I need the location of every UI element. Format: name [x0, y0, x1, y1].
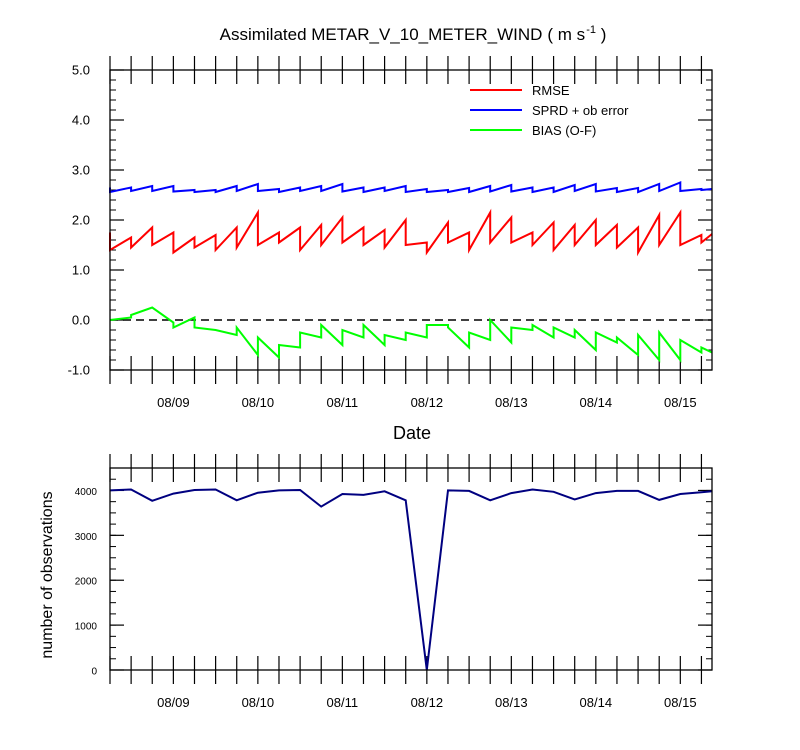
- legend-label: RMSE: [532, 83, 570, 98]
- bottom-y-tick-label: 4000: [75, 487, 98, 498]
- top-y-tick-label: 2.0: [72, 213, 90, 228]
- top-x-tick-label: 08/11: [327, 395, 359, 410]
- chart-bottom: 0 1000 2000 3000 4000 08/09 08/10 08/11 08/12 08…: [39, 454, 713, 710]
- chart-title-main: Assimilated METAR_V_10_METER_WIND: [220, 25, 543, 44]
- bottom-y-tick-label: 3000: [75, 532, 98, 543]
- top-y-tick-label: 5.0: [72, 63, 90, 78]
- top-x-tick-label: 08/13: [495, 395, 528, 410]
- top-x-tick-label: 08/15: [664, 395, 697, 410]
- chart-title: Assimilated METAR_V_10_METER_WIND( m s-1…: [220, 24, 607, 44]
- bottom-x-tick-label: 08/15: [664, 695, 697, 710]
- legend-label: SPRD + ob error: [532, 103, 629, 118]
- top-plot-frame: [109, 69, 713, 371]
- top-y-tick-label: 3.0: [72, 163, 90, 178]
- bottom-x-tick-label: 08/12: [411, 695, 444, 710]
- chart-title-units: ( m s: [547, 25, 585, 44]
- top-y-tick-label: 4.0: [72, 113, 90, 128]
- legend: RMSE SPRD + ob error BIAS (O-F): [470, 83, 629, 138]
- top-y-tick-label: -1.0: [68, 363, 90, 378]
- series-line-observation-count: [109, 488, 713, 671]
- chart-top: Assimilated METAR_V_10_METER_WIND( m s-1…: [68, 24, 713, 443]
- top-x-tick-label: 08/10: [242, 395, 275, 410]
- top-x-tick-label: 08/09: [157, 395, 190, 410]
- y-axis-label-observations: number of observations: [39, 491, 56, 658]
- top-y-tick-label: 1.0: [72, 263, 90, 278]
- x-axis-label: Date: [393, 423, 431, 443]
- bottom-x-tick-label: 08/13: [495, 695, 528, 710]
- bottom-x-tick-label: 08/10: [242, 695, 275, 710]
- series-line-sprd-ob-error: [109, 181, 713, 194]
- bottom-x-tick-label: 08/14: [580, 695, 613, 710]
- bottom-y-tick-label: 0: [91, 667, 97, 678]
- series-line-bias-o-f: [109, 306, 713, 363]
- bottom-x-tick-label: 08/11: [327, 695, 359, 710]
- bottom-y-tick-label: 2000: [75, 577, 98, 588]
- legend-label: BIAS (O-F): [532, 123, 596, 138]
- chart-title-units-close: ): [596, 25, 606, 44]
- top-x-tick-label: 08/12: [411, 395, 444, 410]
- chart-title-units-sup: -1: [586, 24, 596, 36]
- top-y-tick-label: 0.0: [72, 313, 90, 328]
- top-x-tick-label: 08/14: [580, 395, 613, 410]
- bottom-x-tick-label: 08/09: [157, 695, 190, 710]
- bottom-plot-frame: [109, 467, 713, 671]
- series-line-rmse: [109, 208, 713, 257]
- bottom-y-tick-label: 1000: [75, 622, 98, 633]
